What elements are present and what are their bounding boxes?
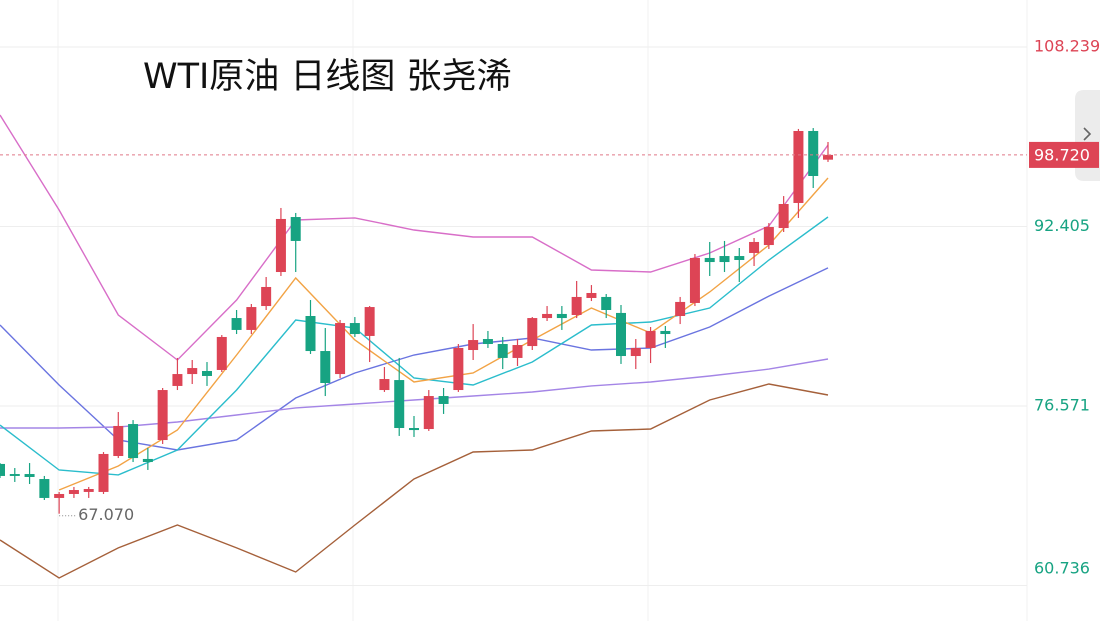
candle-body [793,130,804,203]
candle-body [423,396,434,430]
vertical-grid [57,0,1028,621]
candle-body [778,203,789,229]
candle-body [645,330,656,348]
candle-body [660,330,671,335]
y-tick-label: 76.571 [1034,396,1090,415]
low-label: 67.070 [78,505,134,524]
candle-body [128,424,139,459]
indicator-line [0,216,829,476]
candle-body [261,286,272,307]
candle-body [202,370,212,376]
candle-body [616,312,626,357]
y-tick-label: 92.405 [1034,216,1090,235]
candle-body [349,323,360,335]
candle-body [571,296,582,315]
candle-body [187,368,198,375]
candle-body [290,217,301,241]
candle-body [409,428,419,431]
candle-body [689,257,700,303]
candle-body [0,463,5,476]
candle-body [98,453,109,492]
candle-body [749,241,760,253]
candle-body [630,347,641,357]
candle-body [601,296,612,310]
candle-body [823,154,833,160]
candle-body [305,316,316,352]
candle-body [675,301,686,317]
price-box [1029,141,1099,168]
candle-body [438,396,449,404]
indicator-line [0,383,829,579]
y-tick-label: 108.239 [1034,37,1100,56]
candle-body [39,479,50,498]
candle-body [394,380,405,429]
candle-body [335,323,346,375]
candle-body [54,493,65,498]
candle-body [704,257,715,263]
candle-body [172,374,183,386]
indicator-line [0,114,829,361]
candle-body [586,292,597,298]
candle-body [527,318,538,347]
price-label: 98.720 [1034,145,1090,164]
candle-body [275,218,286,273]
candle-body [719,256,730,263]
candle-body [68,490,79,494]
candle-body [364,307,375,336]
candle-body [113,425,124,457]
side-tab-arrow [1083,127,1092,141]
candle-body [808,130,819,176]
candle-body [556,313,567,319]
candle-body [83,488,94,492]
candle-body [542,313,553,319]
candle-body [379,379,390,391]
chart-title: WTI原油 日线图 张尧浠 [143,57,512,97]
candle-body [453,347,464,391]
candle-body [512,345,523,358]
candle-body [216,336,227,370]
indicator-line [58,177,829,491]
candle-body [497,344,508,358]
candle-body [734,256,745,261]
candle-body [9,474,20,476]
candle-body [320,351,331,384]
candle-body [157,390,168,441]
candle-body [468,340,479,351]
candle-body [142,458,153,463]
candle-body [231,318,242,330]
candle-body [482,339,493,345]
candle-body [24,474,35,477]
candles [0,128,833,514]
candle-body [246,307,257,330]
candle-body [763,227,774,246]
y-tick-label: 60.736 [1034,559,1090,578]
